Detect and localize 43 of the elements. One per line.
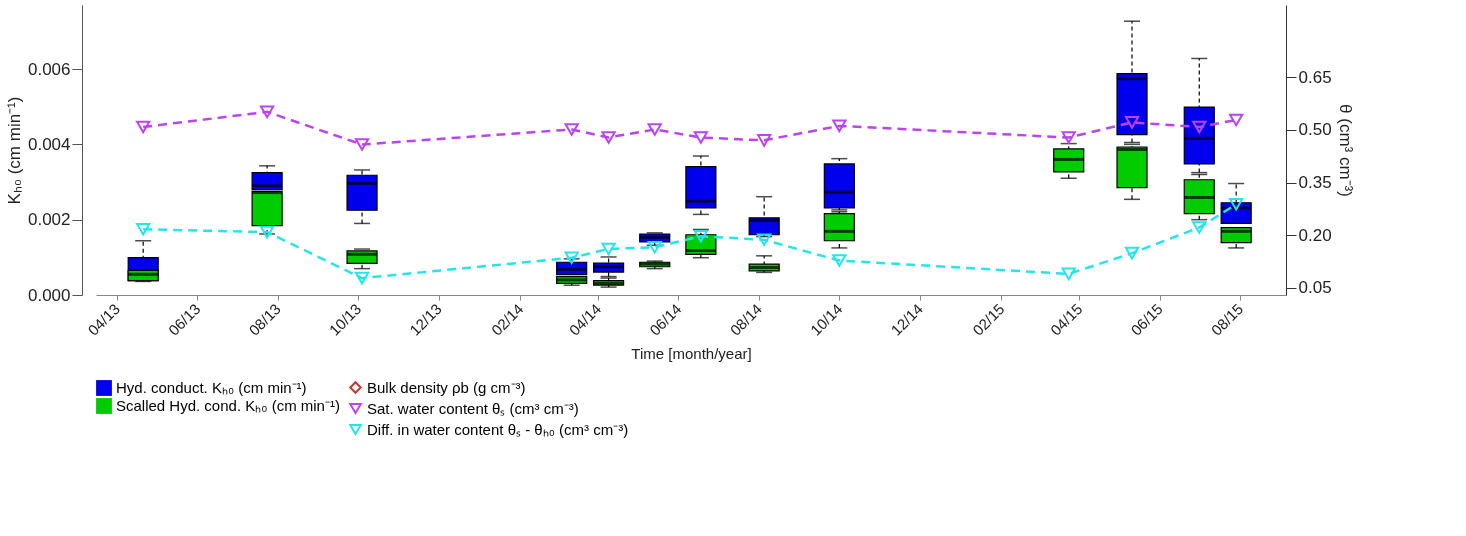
- point: [647, 123, 662, 136]
- y-tick-label: 0.004: [27, 134, 71, 154]
- legend-label: Bulk density ρb (g cm⁻³): [367, 378, 526, 396]
- point: [354, 271, 370, 285]
- y2-tick-label: 0.35: [1298, 173, 1332, 193]
- point: [564, 123, 579, 136]
- point: [832, 119, 847, 133]
- y2-axis-title: θ (cm³ cm⁻³): [1335, 104, 1355, 197]
- y-axis-title: Kₕ₀ (cm min⁻¹): [4, 96, 24, 205]
- point: [1192, 221, 1207, 234]
- point: [354, 138, 370, 151]
- y-tick-label: 0.006: [27, 59, 71, 79]
- y-tick-label: 0.000: [27, 285, 71, 305]
- point: [1061, 267, 1076, 281]
- point: [260, 225, 275, 239]
- point: [693, 229, 709, 243]
- point: [601, 242, 616, 256]
- point: [832, 254, 847, 267]
- legend-label: Scalled Hyd. cond. Kₕ₀ (cm min⁻¹): [116, 397, 340, 414]
- point: [1229, 198, 1244, 211]
- point: [136, 120, 151, 134]
- point: [601, 131, 616, 144]
- point: [564, 251, 579, 265]
- point: [1061, 131, 1076, 144]
- legend-label: Diff. in water content θₛ - θₕ₀ (cm³ cm⁻³): [367, 420, 629, 438]
- point: [647, 240, 662, 254]
- y-tick-label: 0.002: [27, 210, 71, 230]
- y2-tick-label: 0.65: [1298, 67, 1332, 87]
- point: [1124, 246, 1140, 260]
- y2-tick-label: 0.05: [1298, 278, 1332, 298]
- y2-tick-label: 0.50: [1298, 120, 1332, 140]
- point: [1229, 113, 1244, 127]
- x-axis-title: Time [month/year]: [631, 344, 752, 362]
- point: [1124, 116, 1140, 129]
- legend-label: Sat. water content θₛ (cm³ cm⁻³): [367, 399, 579, 417]
- point: [136, 222, 151, 236]
- point: [757, 134, 772, 147]
- point: [757, 233, 772, 247]
- point: [1192, 120, 1207, 134]
- y2-tick-label: 0.20: [1298, 225, 1332, 245]
- legend-label: Hyd. conduct. Kₕ₀ (cm min⁻¹): [116, 379, 307, 396]
- point: [693, 131, 709, 144]
- point: [260, 105, 275, 119]
